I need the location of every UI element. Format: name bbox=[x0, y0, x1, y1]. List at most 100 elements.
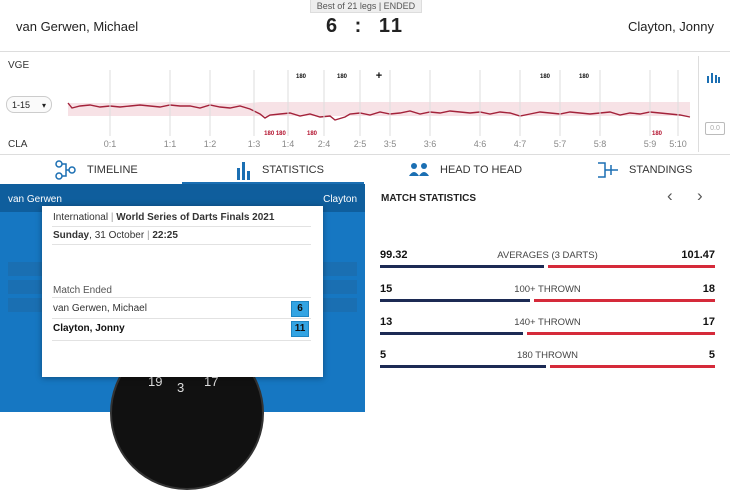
board-number: 19 bbox=[148, 374, 163, 389]
stat-label: 100+ THROWN bbox=[514, 284, 581, 295]
x-tick-label: 1:1 bbox=[164, 139, 177, 149]
next-button[interactable]: › bbox=[697, 186, 703, 205]
timeline-icon bbox=[55, 160, 76, 180]
momentum-top-label: VGE bbox=[8, 60, 30, 71]
stat-right-value: 101.47 bbox=[681, 249, 715, 261]
stat-left-value: 99.32 bbox=[380, 249, 408, 261]
match-date: 31 October bbox=[94, 230, 145, 241]
competition-name: International bbox=[53, 212, 109, 223]
bottom-event-marker: 180 bbox=[652, 131, 663, 137]
stat-right-bar bbox=[534, 299, 715, 302]
stat-right-bar bbox=[547, 265, 715, 268]
chevron-down-icon: ▾ bbox=[41, 101, 46, 110]
player2-score: 11 bbox=[378, 15, 405, 37]
x-tick-label: 2:5 bbox=[354, 139, 367, 149]
bottom-event-marker: 180 bbox=[307, 131, 318, 137]
x-tick-label: 3:6 bbox=[424, 139, 437, 149]
score-separator: : bbox=[354, 15, 364, 37]
zoom-badge[interactable]: 0.0 bbox=[705, 122, 725, 135]
stat-left-bar bbox=[380, 265, 544, 268]
match-score: 6 : 11 bbox=[0, 15, 730, 38]
match-info-card: International | World Series of Darts Fi… bbox=[42, 206, 323, 377]
stat-label: AVERAGES (3 DARTS) bbox=[497, 250, 598, 261]
stat-left-bar bbox=[380, 299, 531, 302]
leg-range-value: 1-15 bbox=[12, 100, 31, 110]
stat-left-value: 5 bbox=[380, 349, 387, 361]
stat-label: 180 THROWN bbox=[516, 350, 579, 361]
tab-timeline-label: TIMELINE bbox=[87, 164, 138, 176]
leg-range-select[interactable]: 1-15 ▾ bbox=[6, 96, 52, 113]
top-event-marker: 180 bbox=[296, 74, 307, 80]
tab-head-to-head[interactable]: HEAD TO HEAD bbox=[408, 155, 522, 185]
stat-right-bar bbox=[549, 365, 715, 368]
stat-right-bar bbox=[527, 332, 715, 335]
x-tick-label: 5:7 bbox=[554, 139, 567, 149]
stat-left-bar bbox=[380, 365, 546, 368]
court-player2-name: Clayton bbox=[323, 194, 357, 205]
tab-standings[interactable]: STANDINGS bbox=[597, 155, 692, 185]
player2-name: Clayton, Jonny bbox=[628, 19, 714, 34]
legs-info-badge: Best of 21 legs | ENDED bbox=[310, 0, 422, 13]
player1-score: 6 bbox=[325, 15, 340, 37]
divider bbox=[52, 297, 311, 298]
court-player1-name: van Gerwen bbox=[8, 194, 62, 205]
date-line: Sunday, 31 October | 22:25 bbox=[53, 230, 178, 241]
event-name: World Series of Darts Finals 2021 bbox=[116, 212, 275, 223]
x-tick-label: 1:2 bbox=[204, 139, 217, 149]
stat-right-value: 17 bbox=[702, 316, 715, 328]
bracket-icon bbox=[598, 162, 618, 178]
stat-left-bar bbox=[380, 332, 524, 335]
top-event-marker: 180 bbox=[579, 74, 590, 80]
x-tick-label: 5:9 bbox=[644, 139, 657, 149]
x-tick-label: 5:8 bbox=[594, 139, 607, 149]
top-event-marker: + bbox=[376, 70, 382, 82]
popup-player2-score: 11 bbox=[291, 321, 309, 337]
stat-row: 140+ THROWN 13 17 bbox=[380, 316, 715, 335]
bar-chart-icon bbox=[237, 162, 250, 180]
bottom-event-marker: 180 180 bbox=[264, 131, 286, 137]
match-day: Sunday bbox=[53, 230, 90, 241]
match-time: 22:25 bbox=[152, 230, 178, 241]
x-tick-label: 4:6 bbox=[474, 139, 487, 149]
x-tick-label: 3:5 bbox=[384, 139, 397, 149]
tab-bar: TIMELINE STATISTICS HEAD TO HEAD STANDIN… bbox=[0, 154, 730, 185]
popup-player1-name: van Gerwen, Michael bbox=[53, 303, 147, 314]
active-tab-indicator bbox=[182, 182, 364, 185]
divider bbox=[52, 318, 311, 319]
bar-chart-toggle-icon[interactable] bbox=[706, 70, 720, 84]
board-number: 17 bbox=[204, 374, 219, 389]
popup-player2-name: Clayton, Jonny bbox=[53, 323, 125, 334]
stat-left-value: 13 bbox=[380, 316, 393, 328]
stat-row: 180 THROWN 5 5 bbox=[380, 349, 715, 368]
head-to-head-icon bbox=[409, 163, 429, 176]
top-event-marker: 180 bbox=[540, 74, 551, 80]
divider bbox=[52, 340, 311, 341]
stat-row: AVERAGES (3 DARTS) 99.32 101.47 bbox=[380, 249, 715, 268]
divider bbox=[52, 244, 311, 245]
x-tick-label: 5:10 bbox=[669, 139, 687, 149]
x-tick-label: 0:1 bbox=[104, 139, 117, 149]
divider bbox=[52, 226, 311, 227]
x-tick-label: 1:4 bbox=[282, 139, 295, 149]
tab-statistics[interactable]: STATISTICS bbox=[236, 155, 324, 185]
tab-timeline[interactable]: TIMELINE bbox=[55, 155, 138, 185]
tab-head-to-head-label: HEAD TO HEAD bbox=[440, 164, 523, 176]
match-statistics-title: MATCH STATISTICS bbox=[381, 193, 476, 204]
momentum-bottom-label: CLA bbox=[8, 139, 28, 150]
stat-right-value: 5 bbox=[708, 349, 715, 361]
momentum-chart[interactable]: 0:1 1:1 1:2 1:3 1:4 2:4 2:5 3:5 3:6 4:6 4:7 5:7 5:8 5… bbox=[60, 56, 696, 152]
momentum-line bbox=[67, 102, 691, 121]
tab-standings-label: STANDINGS bbox=[629, 164, 693, 176]
previous-button[interactable]: ‹ bbox=[667, 186, 673, 205]
x-tick-label: 2:4 bbox=[318, 139, 331, 149]
tab-statistics-label: STATISTICS bbox=[262, 164, 324, 176]
x-tick-label: 1:3 bbox=[248, 139, 261, 149]
match-status: Match Ended bbox=[53, 285, 112, 296]
header-divider bbox=[0, 51, 730, 52]
stat-row: 100+ THROWN 15 18 bbox=[380, 283, 715, 302]
stat-label: 140+ THROWN bbox=[514, 317, 581, 328]
board-number: 3 bbox=[177, 380, 185, 395]
stat-left-value: 15 bbox=[380, 283, 393, 295]
popup-player1-score: 6 bbox=[291, 301, 309, 317]
x-tick-label: 4:7 bbox=[514, 139, 527, 149]
